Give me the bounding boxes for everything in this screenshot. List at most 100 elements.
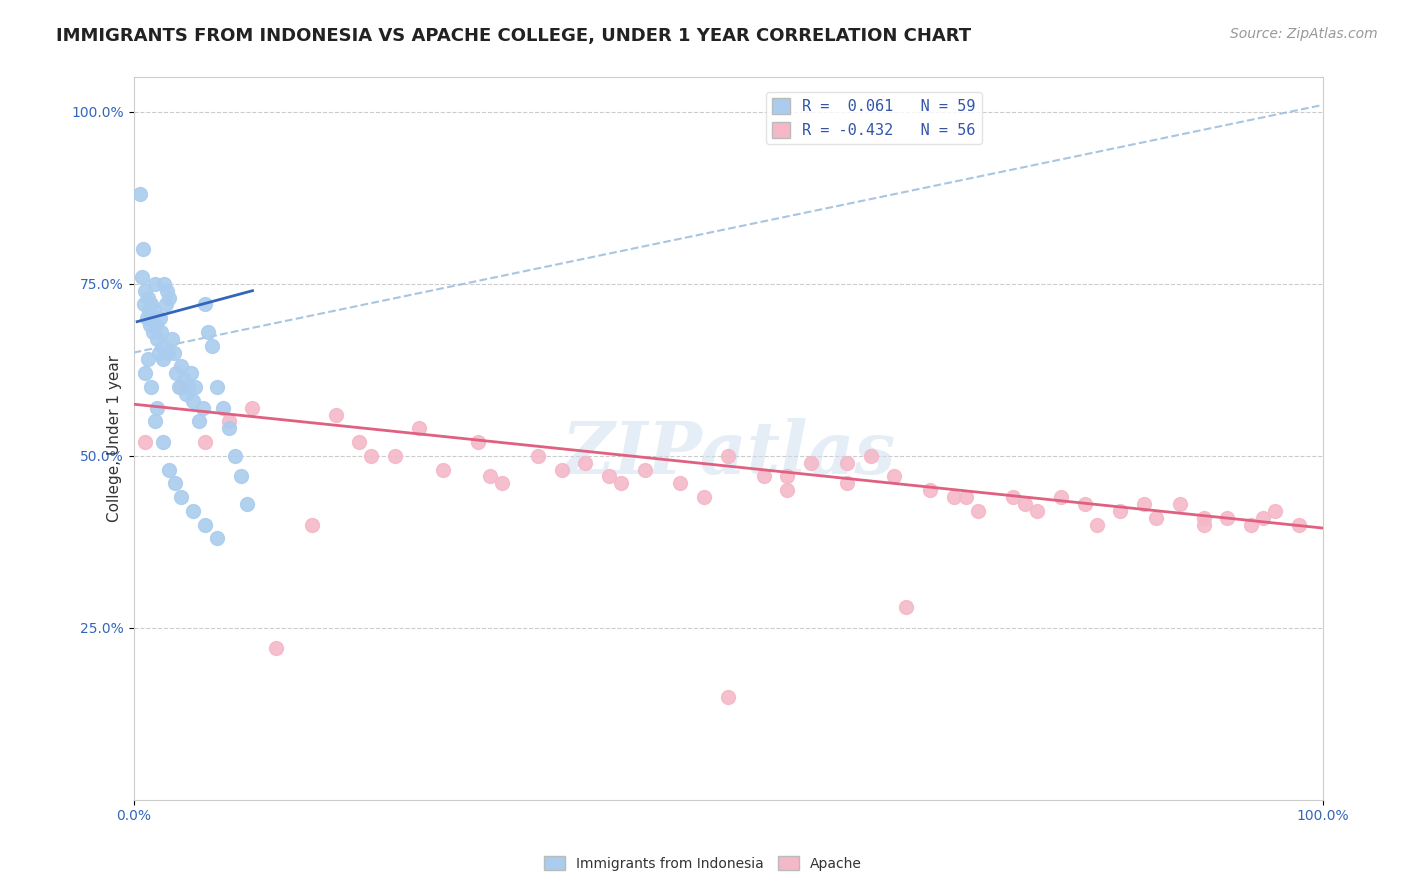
Point <box>229 469 252 483</box>
Point <box>170 380 193 394</box>
Point <box>194 517 217 532</box>
Point <box>896 600 918 615</box>
Point <box>150 339 173 353</box>
Point <box>138 304 160 318</box>
Point <box>432 462 454 476</box>
Point <box>170 490 193 504</box>
Point <box>194 297 217 311</box>
Point <box>920 483 942 498</box>
Point <box>142 304 165 318</box>
Point <box>136 291 159 305</box>
Point <box>146 332 169 346</box>
Point <box>835 456 858 470</box>
Point <box>491 476 513 491</box>
Point <box>177 380 200 394</box>
Point <box>835 476 858 491</box>
Point <box>966 504 988 518</box>
Point <box>574 456 596 470</box>
Point <box>153 277 176 291</box>
Point <box>1240 517 1263 532</box>
Point <box>693 490 716 504</box>
Point <box>174 387 197 401</box>
Point <box>155 297 177 311</box>
Point <box>139 318 162 332</box>
Point <box>408 421 430 435</box>
Point <box>152 352 174 367</box>
Point <box>143 277 166 291</box>
Point <box>1133 497 1156 511</box>
Point <box>157 462 180 476</box>
Point <box>384 449 406 463</box>
Legend: Immigrants from Indonesia, Apache: Immigrants from Indonesia, Apache <box>538 850 868 876</box>
Point <box>136 352 159 367</box>
Point <box>218 421 240 435</box>
Point <box>201 339 224 353</box>
Point <box>1192 517 1215 532</box>
Point <box>191 401 214 415</box>
Point <box>181 504 204 518</box>
Point <box>717 449 740 463</box>
Point <box>479 469 502 483</box>
Point <box>1002 490 1025 504</box>
Point <box>135 311 157 326</box>
Point <box>132 243 155 257</box>
Point <box>598 469 620 483</box>
Point <box>235 497 257 511</box>
Point <box>1014 497 1036 511</box>
Point <box>859 449 882 463</box>
Point <box>163 345 186 359</box>
Point <box>156 284 179 298</box>
Point <box>211 401 233 415</box>
Point <box>1073 497 1095 511</box>
Point <box>1264 504 1286 518</box>
Point <box>325 408 347 422</box>
Point <box>167 380 190 394</box>
Point <box>141 380 163 394</box>
Point <box>218 414 240 428</box>
Point <box>264 641 287 656</box>
Text: ZIPatlas: ZIPatlas <box>561 417 896 489</box>
Point <box>142 325 165 339</box>
Point <box>170 359 193 374</box>
Point <box>942 490 965 504</box>
Point <box>776 483 799 498</box>
Point <box>550 462 572 476</box>
Point <box>160 332 183 346</box>
Point <box>634 462 657 476</box>
Point <box>1085 517 1108 532</box>
Point <box>955 490 977 504</box>
Legend: R =  0.061   N = 59, R = -0.432   N = 56: R = 0.061 N = 59, R = -0.432 N = 56 <box>766 92 981 145</box>
Point <box>1168 497 1191 511</box>
Point <box>128 187 150 202</box>
Point <box>134 435 156 450</box>
Point <box>1251 510 1274 524</box>
Point <box>157 345 180 359</box>
Point <box>1026 504 1049 518</box>
Point <box>610 476 633 491</box>
Point <box>131 269 153 284</box>
Point <box>143 414 166 428</box>
Point <box>188 414 211 428</box>
Text: IMMIGRANTS FROM INDONESIA VS APACHE COLLEGE, UNDER 1 YEAR CORRELATION CHART: IMMIGRANTS FROM INDONESIA VS APACHE COLL… <box>56 27 972 45</box>
Point <box>173 373 195 387</box>
Point <box>1288 517 1310 532</box>
Point <box>141 297 163 311</box>
Point <box>205 380 228 394</box>
Point <box>148 345 170 359</box>
Point <box>360 449 382 463</box>
Point <box>149 325 172 339</box>
Point <box>134 297 156 311</box>
Point <box>1109 504 1132 518</box>
Point <box>669 476 692 491</box>
Point <box>800 456 823 470</box>
Point <box>527 449 550 463</box>
Point <box>134 366 156 380</box>
Point <box>149 311 172 326</box>
Point <box>242 401 264 415</box>
Point <box>1216 510 1239 524</box>
Point <box>181 393 204 408</box>
Point <box>1192 510 1215 524</box>
Point <box>883 469 905 483</box>
Point <box>776 469 799 483</box>
Point <box>197 325 219 339</box>
